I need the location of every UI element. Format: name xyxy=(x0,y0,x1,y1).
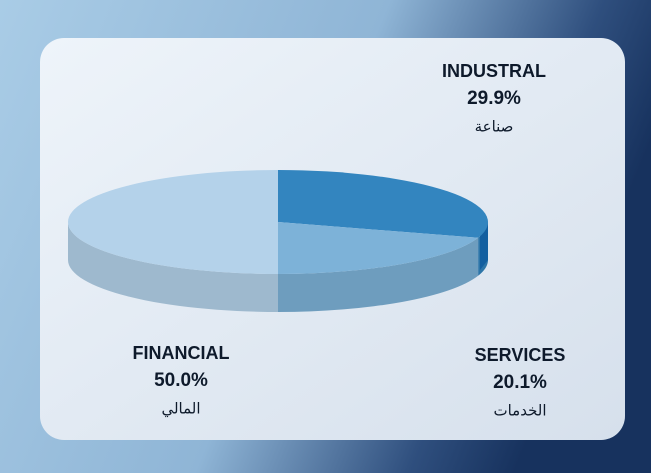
slice-value: 20.1% xyxy=(493,372,547,393)
slice-name-ar: المالي xyxy=(161,400,200,419)
slice-side xyxy=(68,222,278,312)
slice-name-ar: الخدمات xyxy=(493,402,546,420)
slice-name: SERVICES xyxy=(475,345,566,365)
slice-value: 50.0% xyxy=(154,370,208,391)
slice-name-ar: صناعة xyxy=(475,118,514,136)
slice-side xyxy=(278,237,479,312)
slice xyxy=(278,170,489,238)
slice-value: 29.9% xyxy=(467,88,521,109)
slice-name: INDUSTRAL xyxy=(442,61,546,81)
slice-name: FINANCIAL xyxy=(133,343,230,363)
slice xyxy=(278,222,479,274)
slice xyxy=(68,170,278,274)
